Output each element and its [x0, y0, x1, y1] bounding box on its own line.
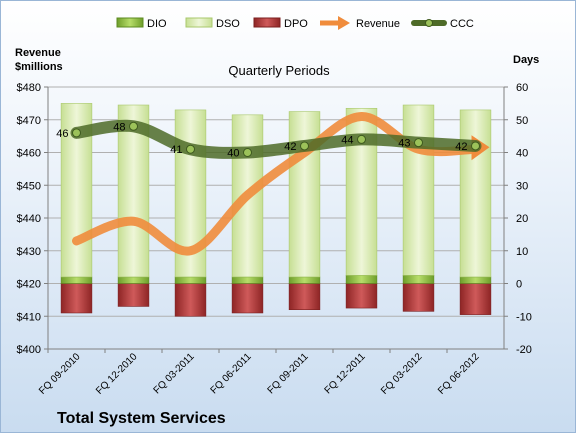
dpo-bar	[60, 283, 93, 314]
dpo-bar	[288, 283, 321, 311]
left-tick-label: $470	[17, 115, 41, 127]
right-tick-label: 50	[516, 115, 528, 127]
dpo-bar	[174, 283, 207, 317]
ccc-data-label: 44	[341, 134, 353, 146]
chart-title: Quarterly Periods	[228, 63, 330, 78]
x-tick-label: FQ 12-2010	[94, 351, 140, 397]
right-tick-label: -20	[516, 344, 532, 356]
dio-bar	[402, 275, 435, 284]
ccc-point	[414, 138, 423, 148]
dio-bar	[459, 276, 492, 284]
left-tick-label: $480	[17, 82, 41, 94]
legend-swatch-dpo	[253, 17, 281, 28]
x-tick-label: FQ 09-2010	[37, 351, 83, 397]
ccc-point	[72, 128, 81, 138]
legend-swatch-dio	[116, 17, 144, 28]
left-axis-label-line2: $millions	[15, 61, 63, 73]
x-tick-label: FQ 06-2012	[436, 351, 482, 397]
dpo-bar	[402, 283, 435, 312]
ccc-data-label: 40	[227, 148, 239, 160]
left-tick-label: $440	[17, 213, 41, 225]
legend-label-ccc: CCC	[450, 18, 474, 30]
left-tick-label: $420	[17, 279, 41, 291]
left-tick-label: $450	[17, 180, 41, 192]
left-tick-label: $460	[17, 148, 41, 160]
legend-label-dpo: DPO	[284, 18, 308, 30]
ccc-data-label: 42	[284, 141, 296, 153]
left-axis-label-line1: Revenue	[15, 47, 61, 59]
dpo-bar	[345, 283, 378, 309]
dio-bar	[231, 276, 264, 284]
legend-label-revenue: Revenue	[356, 18, 400, 30]
x-tick-label: FQ 03-2011	[152, 351, 197, 396]
left-tick-label: $410	[17, 311, 41, 323]
right-axis-label: Days	[513, 54, 539, 66]
x-tick-label: FQ 03-2012	[379, 351, 425, 397]
legend-marker-ccc	[425, 19, 433, 27]
legend-label-dio: DIO	[147, 18, 167, 30]
right-tick-label: 0	[516, 279, 522, 291]
ccc-point	[243, 148, 252, 157]
legend-swatch-dso	[185, 17, 213, 28]
dso-bar	[345, 107, 378, 276]
right-tick-label: 40	[516, 148, 528, 160]
x-tick-label: FQ 12-2011	[323, 351, 368, 396]
ccc-data-label: 46	[56, 128, 68, 140]
left-tick-label: $400	[17, 344, 41, 356]
x-tick-label: FQ 06-2011	[209, 351, 254, 396]
ccc-point	[357, 134, 366, 144]
dso-bar	[231, 114, 264, 278]
ccc-data-label: 42	[455, 141, 467, 153]
right-tick-label: 10	[516, 246, 528, 258]
dio-bar	[345, 275, 378, 284]
legend: DIO DSO DPO Revenue CCC	[116, 16, 474, 30]
bar-series	[60, 103, 492, 317]
ccc-line	[70, 119, 482, 159]
dpo-bar	[459, 283, 492, 315]
ccc-data-label: 41	[170, 144, 182, 156]
legend-label-dso: DSO	[216, 18, 240, 30]
left-tick-label: $430	[17, 246, 41, 258]
dio-bar	[288, 276, 321, 284]
ccc-data-label: 48	[113, 121, 125, 133]
right-tick-label: -10	[516, 311, 532, 323]
line-series: 46 48 41 40 42 44 43 42	[56, 111, 490, 256]
right-tick-label: 30	[516, 180, 528, 192]
dpo-bar	[231, 283, 264, 314]
ccc-point	[186, 144, 195, 154]
dso-bar	[459, 109, 492, 278]
dio-bar	[117, 276, 150, 284]
right-tick-label: 60	[516, 82, 528, 94]
dio-bar	[60, 276, 93, 284]
ccc-point	[129, 121, 138, 131]
dpo-bar	[117, 283, 150, 307]
ccc-data-label: 43	[398, 138, 410, 150]
dio-bar	[174, 276, 207, 284]
x-tick-label: FQ 09-2011	[266, 351, 311, 396]
dso-bar	[402, 104, 435, 276]
company-title: Total System Services	[57, 410, 226, 427]
ccc-point	[300, 141, 309, 151]
ccc-point	[471, 141, 480, 151]
dso-bar	[288, 111, 321, 278]
right-tick-label: 20	[516, 213, 528, 225]
legend-arrowhead-revenue	[338, 16, 350, 30]
